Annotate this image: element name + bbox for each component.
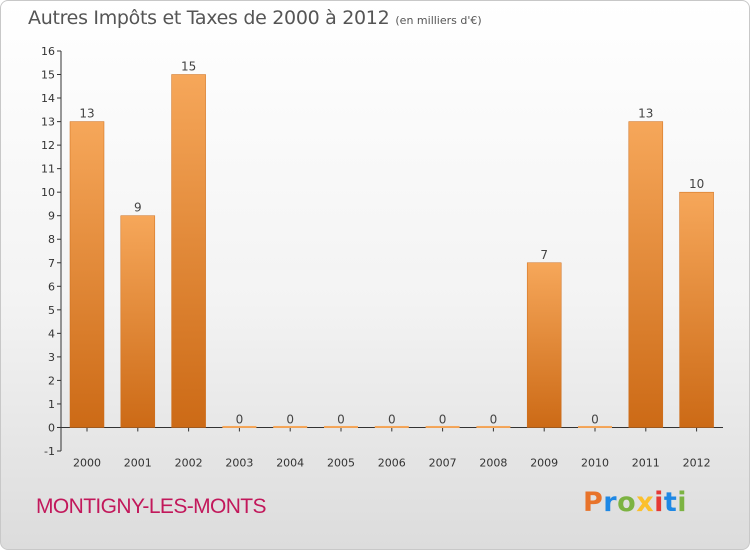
y-tick-label: 4 [48,327,55,340]
x-tick-label: 2001 [124,456,152,469]
data-label-2001: 9 [134,201,142,215]
data-label-2010: 0 [591,412,599,426]
chart-data-labels: 13 9 15 0 0 0 0 0 0 7 0 13 10 [79,60,704,427]
x-tick-label: 2000 [73,456,101,469]
y-tick-label: 11 [41,163,55,176]
bar-2006 [374,425,409,428]
data-label-2007: 0 [439,412,447,426]
data-label-2006: 0 [388,412,396,426]
bar-2012 [679,191,714,428]
data-label-2011: 13 [638,107,653,121]
x-tick-label: 2006 [378,456,406,469]
y-tick-label: 7 [48,257,55,270]
x-tick-label: 2012 [683,456,711,469]
x-tick-label: 2004 [276,456,304,469]
y-tick-label: 6 [48,280,55,293]
bar-2011 [628,121,664,428]
y-tick-label: 1 [48,398,55,411]
y-tick-label: 10 [41,186,55,199]
chart-title: Autres Impôts et Taxes de 2000 à 2012 (en… [28,7,482,29]
logo-letter: r [603,487,618,518]
y-tick-label: 12 [41,139,55,152]
bar-2007 [425,425,460,428]
bar-2008 [476,425,511,428]
y-tick-label: 8 [48,233,55,246]
data-label-2002: 15 [181,60,196,74]
data-label-2009: 7 [540,248,548,262]
chart-title-text: Autres Impôts et Taxes de 2000 à 2012 [28,7,390,29]
data-label-2000: 13 [79,107,94,121]
logo-letter: x [636,487,655,518]
bar-2003 [222,425,257,428]
y-tick-label: 9 [48,210,55,223]
data-label-2004: 0 [286,412,294,426]
logo-letter: i [654,487,664,518]
logo-letter: P [583,487,604,518]
y-tick-label: 15 [41,69,55,82]
data-label-2005: 0 [337,412,345,426]
bar-2002 [171,74,206,428]
proxiti-logo: Proxiti [583,487,687,518]
x-tick-label: 2008 [479,456,507,469]
bar-2001 [120,215,156,428]
x-tick-label: 2011 [632,456,660,469]
y-tick-label: -1 [44,445,55,458]
chart-subtitle: (en milliers d'€) [395,14,482,27]
logo-letter: i [677,487,688,518]
commune-name: MONTIGNY-LES-MONTS [36,495,267,518]
chart-bars [69,74,714,428]
x-tick-label: 2007 [429,456,457,469]
y-tick-label: 3 [48,351,55,364]
y-tick-label: 16 [41,45,55,58]
x-tick-label: 2009 [530,456,558,469]
y-tick-label: 13 [41,116,55,129]
logo-letter: t [663,487,678,518]
data-label-2003: 0 [236,412,244,426]
data-label-2012: 10 [689,177,704,191]
data-label-2008: 0 [490,412,498,426]
y-tick-label: 14 [41,92,55,105]
bar-2009 [526,262,562,428]
x-tick-label: 2003 [225,456,253,469]
logo-letter: o [617,487,637,518]
y-tick-label: 2 [48,374,55,387]
y-tick-label: 5 [48,304,55,317]
y-tick-label: 0 [48,421,55,434]
x-tick-label: 2010 [581,456,609,469]
x-tick-label: 2005 [327,456,355,469]
bar-2005 [324,425,358,428]
x-tick-label: 2002 [175,456,203,469]
bar-2000 [69,121,105,428]
bar-2010 [578,425,612,428]
bar-2004 [273,425,308,428]
